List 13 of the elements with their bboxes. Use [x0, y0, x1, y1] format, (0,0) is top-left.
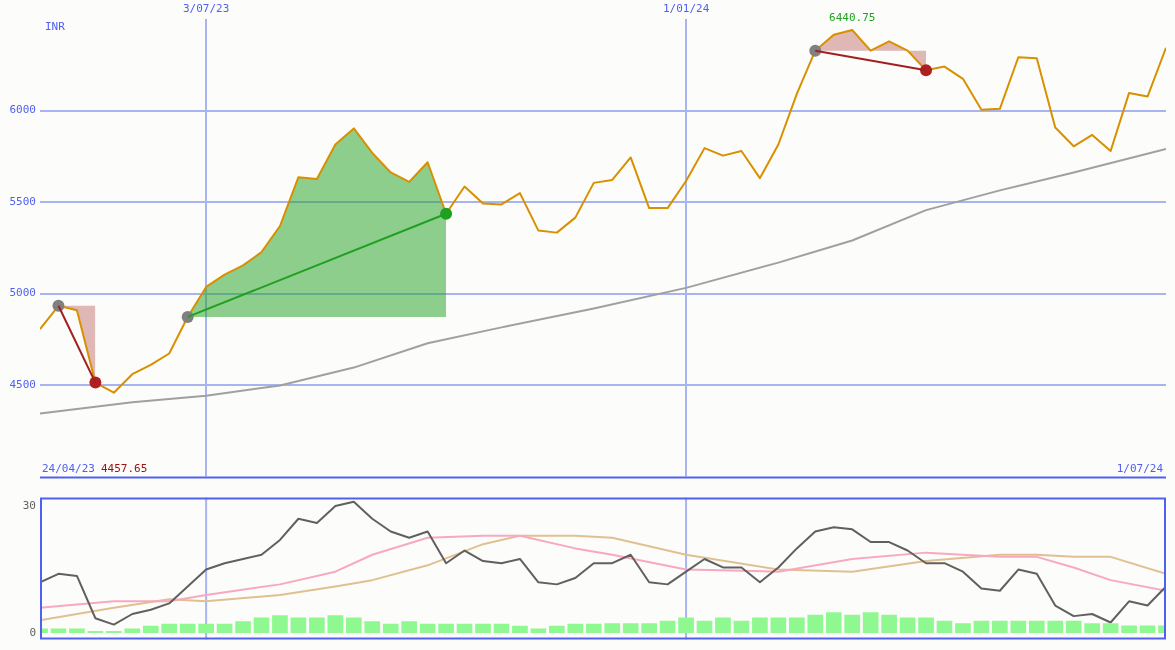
annotation: 6440.75: [829, 11, 876, 25]
annotation: 24/04/23: [42, 461, 95, 475]
x-tick-label: 3/07/23: [182, 2, 230, 16]
y-tick-label: 5000: [9, 286, 36, 300]
annotation: 4457.65: [100, 461, 148, 475]
x-tick-label: 1/01/24: [662, 2, 710, 16]
y-tick-label: 5500: [9, 194, 36, 208]
y-axis-title: INR: [45, 19, 66, 33]
annotation: 1/07/24: [1116, 461, 1164, 475]
y-tick-label: 0: [29, 625, 36, 639]
y-tick-label: 30: [22, 498, 36, 512]
y-tick-label: 6000: [9, 103, 36, 117]
y-tick-label: 4500: [9, 377, 36, 391]
